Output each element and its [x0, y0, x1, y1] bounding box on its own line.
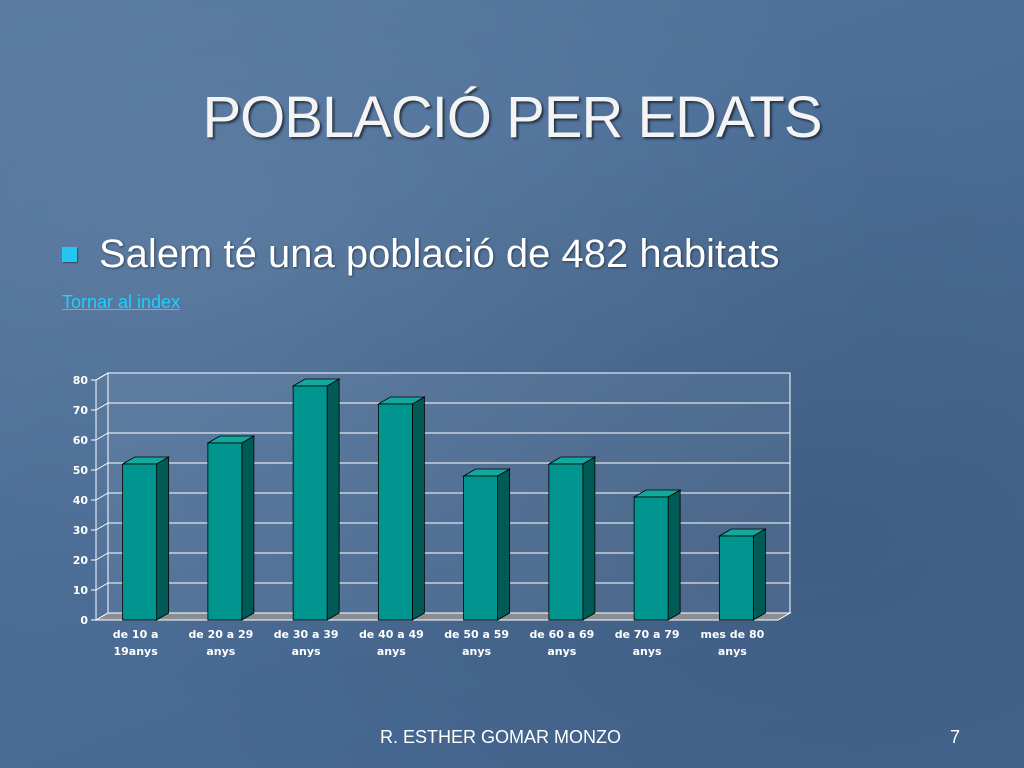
- bar-front: [292, 385, 328, 621]
- back-to-index-link[interactable]: Tornar al index: [62, 292, 181, 312]
- y-tick-label: 80: [73, 374, 89, 387]
- x-tick-label-line: mes de 80: [700, 628, 764, 641]
- x-tick-label: mes de 80 anys: [700, 628, 764, 658]
- square-bullet-icon: [62, 247, 77, 262]
- chart-y-axis: 0 10 20 30 40 50 60 70 80: [73, 374, 97, 627]
- chart-x-axis: de 10 a 19anys de 20 a 29 anys de 30 a 39 any…: [113, 628, 765, 658]
- footer-author: R. ESTHER GOMAR MONZO: [380, 727, 622, 747]
- bar-front: [377, 403, 413, 621]
- x-tick-label-line: anys: [377, 645, 406, 658]
- x-tick-label: de 50 a 59 anys: [444, 628, 509, 658]
- gridline-side: [95, 462, 109, 471]
- gridline-side: [95, 492, 109, 501]
- bullet-row: Salem té una població de 482 habitats: [62, 232, 780, 277]
- chart-side-wall: [95, 372, 109, 621]
- x-tick-label-line: de 60 a 69: [529, 628, 594, 641]
- bar: [121, 456, 171, 621]
- page-number: 7: [950, 727, 961, 747]
- bar-front: [633, 496, 669, 621]
- bar-top: [717, 528, 767, 537]
- bar-side: [411, 396, 425, 621]
- bar-front: [463, 475, 499, 621]
- bar: [717, 528, 767, 621]
- gridline-side: [95, 582, 109, 591]
- x-tick-label-line: anys: [462, 645, 491, 658]
- bar-side: [326, 378, 340, 621]
- chart-floor: [94, 612, 792, 621]
- bar-top: [632, 489, 682, 498]
- x-tick-label-line: anys: [206, 645, 235, 658]
- bar-side: [752, 528, 766, 621]
- bar: [206, 435, 256, 621]
- x-tick-label-line: anys: [633, 645, 662, 658]
- x-tick-label: de 70 a 79 anys: [615, 628, 680, 658]
- chart-bars: [121, 378, 767, 621]
- x-tick-label-line: de 50 a 59: [444, 628, 509, 641]
- x-tick-label: de 10 a 19anys: [113, 628, 159, 658]
- chart-floor-plane: [94, 612, 792, 621]
- x-tick-label: de 20 a 29 anys: [188, 628, 253, 658]
- y-tick-label: 40: [73, 494, 89, 507]
- x-tick-label-line: de 10 a: [113, 628, 159, 641]
- bar-top: [291, 378, 341, 387]
- y-tick-label: 60: [73, 434, 89, 447]
- x-tick-label-line: de 70 a 79: [615, 628, 680, 641]
- bar-top: [121, 456, 171, 465]
- gridline-side: [95, 372, 109, 381]
- bar-front: [207, 442, 243, 621]
- chart-walls: [95, 372, 791, 621]
- x-tick-label-line: de 20 a 29: [188, 628, 253, 641]
- bar-front: [122, 463, 158, 621]
- y-tick-label: 10: [73, 584, 89, 597]
- bar-top: [376, 396, 426, 405]
- x-tick-label: de 60 a 69 anys: [529, 628, 594, 658]
- bar-top: [462, 468, 512, 477]
- bar-front: [548, 463, 584, 621]
- bar-side: [241, 435, 255, 621]
- chart-back-wall: [107, 372, 791, 614]
- gridline-side: [95, 402, 109, 411]
- x-tick-label-line: de 40 a 49: [359, 628, 424, 641]
- x-tick-label-line: 19anys: [113, 645, 158, 658]
- y-tick-label: 0: [80, 614, 88, 627]
- bar-side: [156, 456, 170, 621]
- bar-top: [206, 435, 256, 444]
- x-tick-label: de 30 a 39 anys: [274, 628, 339, 658]
- bar-side: [667, 489, 681, 621]
- x-tick-label-line: anys: [718, 645, 747, 658]
- bar: [376, 396, 426, 621]
- bar: [291, 378, 341, 621]
- y-tick-label: 30: [73, 524, 89, 537]
- bullet-text: Salem té una població de 482 habitats: [99, 232, 780, 276]
- bar: [632, 489, 682, 621]
- gridline-side: [95, 522, 109, 531]
- bar-top: [547, 456, 597, 465]
- y-tick-label: 50: [73, 464, 89, 477]
- x-tick-label-line: de 30 a 39: [274, 628, 339, 641]
- bar-side: [497, 468, 511, 621]
- bar-side: [582, 456, 596, 621]
- bar: [547, 456, 597, 621]
- slide-title: POBLACIÓ PER EDATS: [202, 85, 822, 150]
- gridline-side: [95, 552, 109, 561]
- x-tick-label-line: anys: [547, 645, 576, 658]
- bar: [462, 468, 512, 621]
- x-tick-label: de 40 a 49 anys: [359, 628, 424, 658]
- y-tick-label: 70: [73, 404, 89, 417]
- gridline-side: [95, 432, 109, 441]
- chart-gridlines: [95, 372, 790, 591]
- bar-front: [718, 535, 754, 621]
- x-tick-label-line: anys: [292, 645, 321, 658]
- y-tick-label: 20: [73, 554, 89, 567]
